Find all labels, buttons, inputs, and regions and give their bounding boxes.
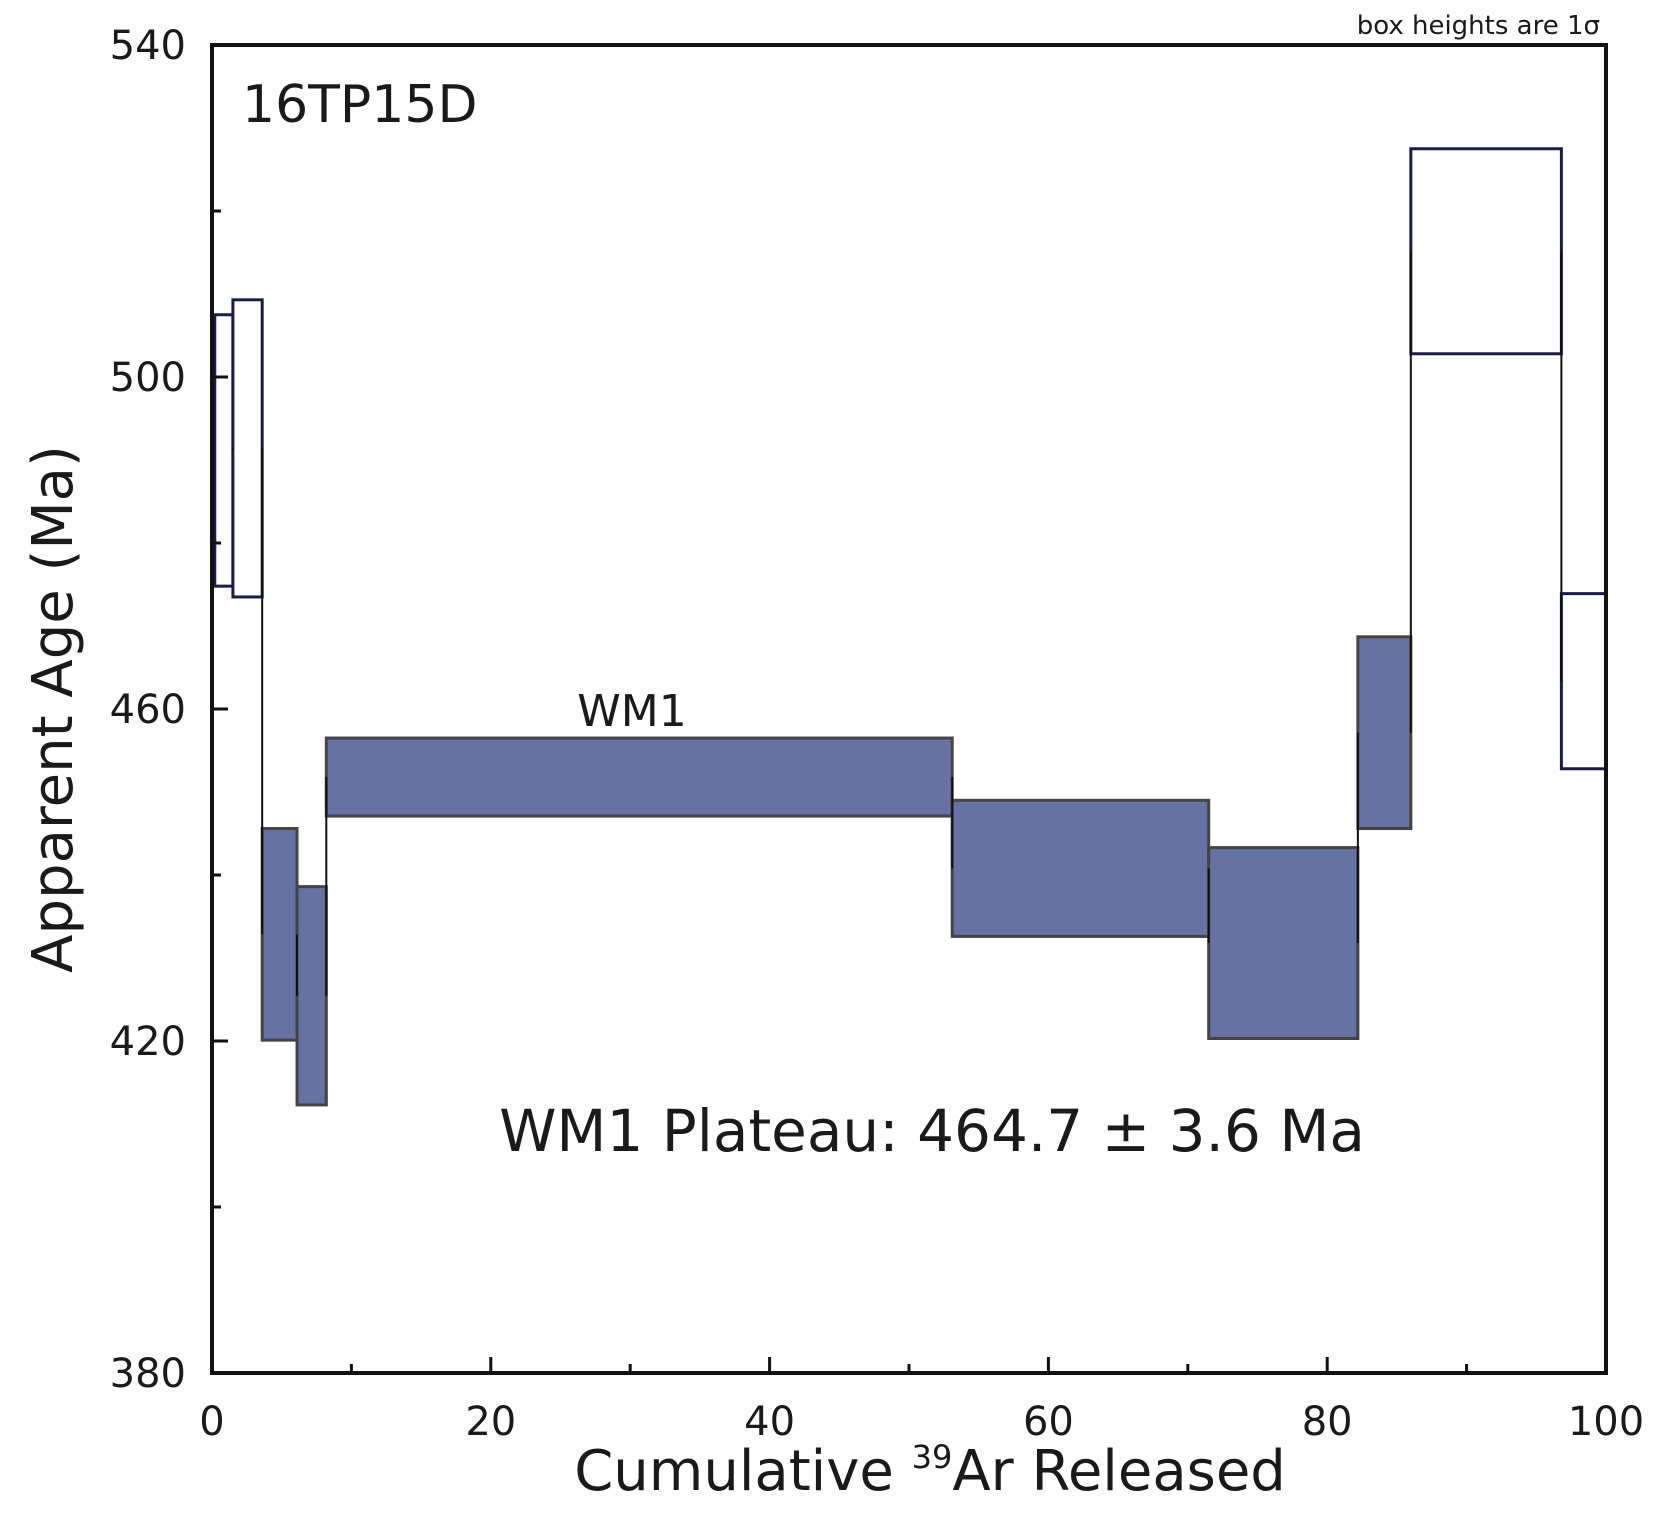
chart-title: 16TP15D [242,75,478,135]
y-tick-label: 540 [110,23,186,69]
y-tick-label: 380 [110,1351,186,1397]
x-axis-label-suffix: Ar Released [952,1439,1285,1504]
plateau-step-box [324,736,954,818]
plateau-step-box [295,885,328,1107]
x-axis-label-superscript: 39 [912,1438,953,1476]
y-axis-label: Apparent Age (Ma) [21,445,86,973]
step-box [1559,592,1608,771]
plateau-step-box [1356,635,1413,831]
y-tick-label: 420 [110,1019,186,1065]
axis-ticks: 0 20 40 60 80 100 380 420 460 500 540 [110,23,1645,1445]
plateau-age-annotation: WM1 Plateau: 464.7 ± 3.6 Ma [499,1097,1365,1165]
plateau-step-box [1207,846,1360,1041]
plot-area-frame [210,43,1608,1375]
x-tick-label: 100 [1568,1399,1644,1445]
x-axis-label-prefix: Cumulative [574,1439,911,1504]
plateau-label: WM1 [577,686,686,737]
x-axis-label: Cumulative 39Ar Released [574,1438,1286,1504]
step-box [213,313,235,588]
plateau-step-box [950,798,1211,938]
step-connectors [231,251,1563,996]
steps-layer [213,147,1608,1107]
x-tick-label: 0 [199,1399,224,1445]
step-box [1409,147,1563,356]
x-tick-label: 40 [744,1399,795,1445]
plateau-step-box [260,827,299,1042]
x-tick-label: 80 [1302,1399,1353,1445]
step-box [231,298,264,599]
box-height-note: box heights are 1σ [1357,11,1600,41]
x-tick-label: 20 [465,1399,516,1445]
y-tick-label: 460 [110,687,186,733]
x-tick-label: 60 [1023,1399,1074,1445]
y-tick-label: 500 [110,355,186,401]
